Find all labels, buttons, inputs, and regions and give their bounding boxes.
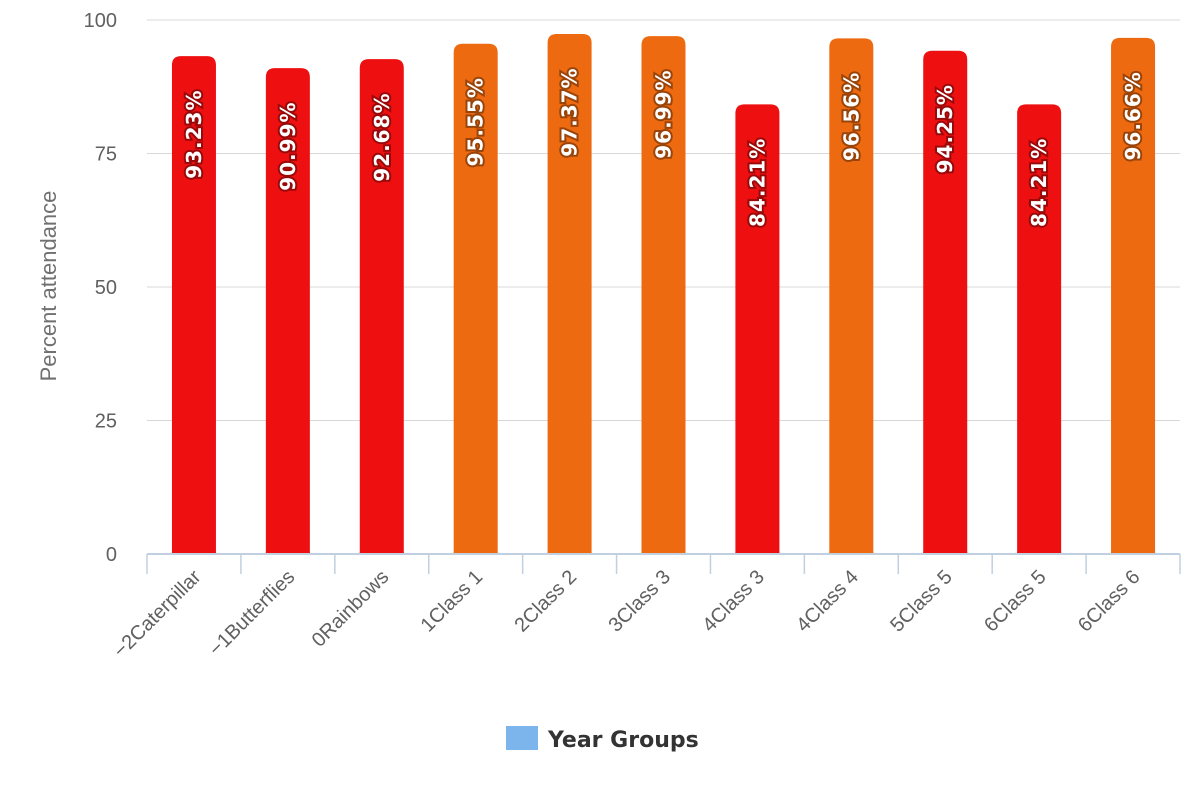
data-label-group: 96.66%96.66% <box>1119 69 1147 162</box>
bar[interactable] <box>453 43 498 554</box>
data-label-group: 84.21%84.21% <box>743 136 771 229</box>
legend-label: Year Groups <box>547 728 699 753</box>
x-tick-label: −1Butterflies <box>205 566 300 661</box>
data-label-shadow: 97.37% <box>558 67 582 156</box>
data-label-group: 92.68%92.68% <box>368 90 396 183</box>
data-label-shadow: 93.23% <box>182 89 206 178</box>
bars <box>171 34 1156 555</box>
bar[interactable] <box>641 36 686 554</box>
bar[interactable] <box>923 50 968 554</box>
x-tick-label: 4Class 4 <box>792 566 863 637</box>
x-axis-ticks: −2Caterpillar −1Butterflies 0Rainbows 1Clas… <box>109 566 1144 662</box>
x-tick-label: 2Class 2 <box>511 566 582 637</box>
data-label-shadow: 94.25% <box>933 84 957 173</box>
bar[interactable] <box>265 68 310 554</box>
data-label: 90.99% <box>276 101 300 190</box>
data-label: 84.21% <box>745 138 769 227</box>
bar[interactable] <box>547 34 592 555</box>
data-label-group: 93.23%93.23% <box>180 87 208 180</box>
data-label: 96.99% <box>652 69 676 158</box>
data-label-group: 97.37%97.37% <box>556 65 584 158</box>
x-tick-label: 6Class 5 <box>980 566 1051 637</box>
x-tick-label: −2Caterpillar <box>109 566 205 662</box>
data-label-shadow: 90.99% <box>276 101 300 190</box>
data-label-group: 90.99%90.99% <box>274 99 302 192</box>
data-label-shadow: 92.68% <box>370 92 394 181</box>
data-label-group: 95.55%95.55% <box>462 75 490 168</box>
legend[interactable]: Year Groups <box>506 726 699 753</box>
bar[interactable] <box>359 59 404 554</box>
data-label: 96.66% <box>1121 71 1145 160</box>
x-tick-label: 1Class 1 <box>417 566 488 637</box>
y-tick-label: 25 <box>95 411 117 433</box>
y-tick-label: 75 <box>95 144 117 166</box>
y-axis-title: Percent attendance <box>36 191 61 382</box>
bar[interactable] <box>171 56 216 555</box>
data-label: 92.68% <box>370 92 394 181</box>
data-label-group: 84.21%84.21% <box>1025 136 1053 229</box>
data-label-shadow: 96.99% <box>652 69 676 158</box>
x-tick-label: 3Class 3 <box>604 566 675 637</box>
data-label-shadow: 96.66% <box>1121 71 1145 160</box>
x-tick-label: 6Class 6 <box>1074 566 1145 637</box>
data-label: 96.56% <box>839 72 863 161</box>
data-label-group: 96.99%96.99% <box>650 67 678 160</box>
data-label: 93.23% <box>182 89 206 178</box>
x-tick-label: 5Class 5 <box>886 566 957 637</box>
x-tick-label: 4Class 3 <box>698 566 769 637</box>
x-axis <box>146 553 1181 574</box>
data-label-shadow: 95.55% <box>464 77 488 166</box>
data-label: 94.25% <box>933 84 957 173</box>
bar[interactable] <box>1017 104 1062 554</box>
data-label-shadow: 84.21% <box>1027 138 1051 227</box>
data-label-shadow: 96.56% <box>839 72 863 161</box>
data-label: 95.55% <box>464 77 488 166</box>
bar[interactable] <box>735 104 780 554</box>
data-label-group: 96.56%96.56% <box>837 70 865 163</box>
data-labels: 93.23%93.23% 90.99%90.99% 92.68%92.68% 95.5… <box>180 65 1147 229</box>
data-label-group: 94.25%94.25% <box>931 82 959 175</box>
y-tick-label: 100 <box>84 10 117 32</box>
data-label: 84.21% <box>1027 138 1051 227</box>
bar[interactable] <box>1111 37 1156 555</box>
legend-swatch <box>506 726 538 750</box>
x-tick-label: 0Rainbows <box>308 566 394 652</box>
y-tick-label: 50 <box>95 277 117 299</box>
data-label: 97.37% <box>558 67 582 156</box>
bar[interactable] <box>829 38 874 554</box>
data-label-shadow: 84.21% <box>745 138 769 227</box>
y-tick-label: 0 <box>106 544 117 566</box>
y-axis-ticks: 0 25 50 75 100 <box>84 10 117 566</box>
